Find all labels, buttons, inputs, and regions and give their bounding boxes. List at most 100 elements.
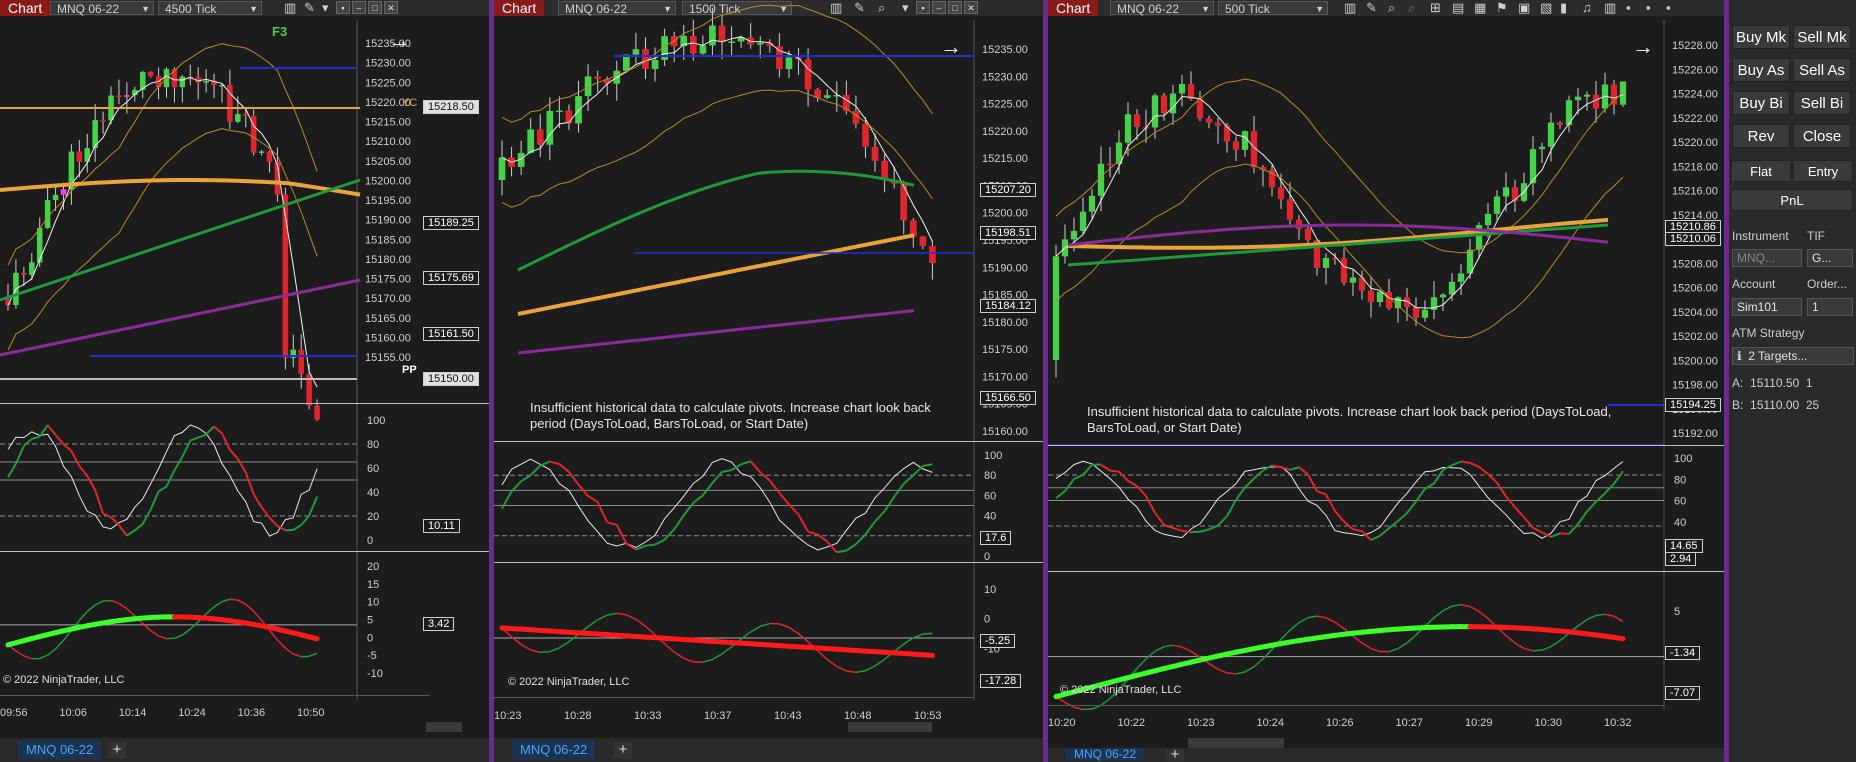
add-tab-button[interactable]: + <box>1166 747 1184 762</box>
instrument-tab[interactable]: MNQ 06-22 <box>512 740 596 760</box>
zoom-in-icon[interactable]: ⌕ <box>1388 0 1396 15</box>
instrument-selector[interactable]: MNQ 06-22 ▼ <box>50 1 154 16</box>
close-position-button[interactable]: Close <box>1793 124 1851 148</box>
panel-divider[interactable] <box>1048 571 1724 572</box>
atm-strategy-value: 2 Targets... <box>1748 349 1808 363</box>
pnl-display[interactable]: PnL <box>1731 189 1853 211</box>
order-qty-stepper[interactable]: 1 <box>1807 298 1853 316</box>
momentum-raw-segment <box>1550 639 1561 648</box>
buy-bid-button[interactable]: Buy Bi <box>1732 91 1790 115</box>
bar-type-icon[interactable]: ▥ <box>284 0 297 15</box>
window-share-button[interactable]: ▪ <box>336 1 350 14</box>
sell-market-button[interactable]: Sell Mk <box>1793 25 1851 49</box>
instrument-selector[interactable]: MNQ 06-22 ▼ <box>558 1 676 16</box>
buy-market-button[interactable]: Buy Mk <box>1732 25 1790 49</box>
stoch-d-segment <box>731 463 742 472</box>
minimize-button[interactable]: – <box>352 1 366 14</box>
sell-ask-button[interactable]: Sell As <box>1793 58 1851 82</box>
candle-body <box>68 151 75 190</box>
maximize-button[interactable]: □ <box>368 1 382 14</box>
more-options-icon[interactable]: ▪ <box>1626 0 1631 15</box>
time-tick-label: 10:50 <box>297 707 325 719</box>
time-tick-label: 10:14 <box>119 707 147 719</box>
stoch-d-segment <box>221 432 231 451</box>
bar-type-icon[interactable]: ▥ <box>1604 0 1617 15</box>
price-tick-label: 15222.00 <box>1672 113 1718 125</box>
sell-bid-button[interactable]: Sell Bi <box>1793 91 1851 115</box>
bar-type-icon[interactable]: ▥ <box>1344 0 1357 15</box>
scroll-right-icon[interactable]: → <box>1632 34 1654 59</box>
stoch-d-segment <box>1496 482 1507 497</box>
add-tab-button[interactable]: + <box>614 742 632 758</box>
atm-strategy-select[interactable]: ℹ 2 Targets... <box>1732 347 1854 365</box>
momentum-raw-segment <box>1388 647 1399 653</box>
scroll-right-icon[interactable]: → <box>388 28 410 53</box>
instrument-select[interactable]: MNQ... <box>1732 249 1802 267</box>
data-box-icon[interactable]: ▤ <box>1452 0 1465 15</box>
close-button[interactable]: ✕ <box>384 1 398 14</box>
drawing-tool-icon[interactable]: ✎ <box>1366 0 1377 15</box>
minimize-button[interactable]: – <box>932 1 946 14</box>
chart-menu-button[interactable]: Chart <box>0 0 51 16</box>
panel-divider[interactable] <box>494 441 1043 442</box>
account-select[interactable]: Sim101 <box>1732 298 1802 316</box>
interval-selector[interactable]: 4500 Tick ▼ <box>158 1 262 16</box>
drawing-tool-icon[interactable]: ✎ <box>304 0 315 15</box>
panel-divider[interactable] <box>1048 445 1724 446</box>
momentum-raw-segment <box>1154 646 1165 652</box>
interval-selector[interactable]: 500 Tick ▼ <box>1218 1 1328 16</box>
chart-canvas[interactable]: 15228.00 15226.00 15224.00 15222.00 15220.00… <box>1048 0 1724 762</box>
indicators-icon[interactable]: ▦ <box>1474 0 1487 15</box>
strategies-icon[interactable]: ⚑ <box>1496 0 1508 15</box>
horizontal-scrollbar[interactable] <box>426 722 462 732</box>
horizontal-scrollbar[interactable] <box>848 722 932 732</box>
zoom-out-icon[interactable]: ⌕ <box>1408 0 1416 15</box>
chart-trader-icon[interactable]: ▮ <box>1560 0 1568 15</box>
grid-icon[interactable]: ⊞ <box>1430 0 1441 15</box>
account-select-value: Sim101 <box>1737 300 1778 314</box>
window-share-button[interactable]: ▪ <box>916 1 930 14</box>
chevron-down-icon: ▼ <box>663 4 672 14</box>
scroll-right-icon[interactable]: → <box>940 34 962 59</box>
momentum-raw-segment <box>62 629 72 641</box>
interval-selector[interactable]: 1500 Tick ▼ <box>682 1 792 16</box>
crosshair-dropdown-icon[interactable]: ▾ <box>322 0 329 15</box>
stoch-d-segment <box>308 496 318 517</box>
panel-divider[interactable] <box>0 551 489 552</box>
settings-icon[interactable]: ▪ <box>1666 0 1671 15</box>
add-tab-button[interactable]: + <box>108 742 126 758</box>
templates-icon[interactable]: ▧ <box>1540 0 1553 15</box>
share-icon[interactable]: ▪ <box>1646 0 1651 15</box>
tif-select[interactable]: G... <box>1807 249 1853 267</box>
reverse-button[interactable]: Rev <box>1732 124 1790 148</box>
panel-divider[interactable] <box>0 403 489 404</box>
instrument-selector[interactable]: MNQ 06-22 ▼ <box>1110 1 1214 16</box>
maximize-button[interactable]: □ <box>948 1 962 14</box>
stoch-d-segment <box>1343 520 1354 531</box>
instrument-tab[interactable]: MNQ 06-22 <box>1066 748 1145 760</box>
panel-divider[interactable] <box>494 562 1043 563</box>
entry-button[interactable]: Entry <box>1793 160 1853 182</box>
chart-canvas[interactable]: 15235.00 15230.00 15225.00 15220.00 15215.00… <box>494 0 1043 762</box>
stoch-d-segment <box>1352 528 1363 533</box>
time-tick-label: 10:20 <box>1048 717 1076 729</box>
tab-bar: MNQ 06-22 + <box>0 738 489 762</box>
buy-ask-button[interactable]: Buy As <box>1732 58 1790 82</box>
candle-body <box>1340 258 1348 283</box>
bar-type-icon[interactable]: ▥ <box>830 0 843 15</box>
chart-menu-button[interactable]: Chart <box>494 0 545 16</box>
momentum-raw-segment <box>702 658 713 663</box>
horizontal-scrollbar[interactable] <box>1188 738 1284 748</box>
close-button[interactable]: ✕ <box>964 1 978 14</box>
chart-canvas[interactable]: 15235.00 15230.00 15225.00 15220.00 15215.00… <box>0 0 489 762</box>
momentum-raw-segment <box>1172 644 1183 648</box>
sound-icon[interactable]: ♫ <box>1582 0 1592 15</box>
momentum-raw-segment <box>903 637 914 645</box>
instrument-tab[interactable]: MNQ 06-22 <box>18 740 102 760</box>
crosshair-dropdown-icon[interactable]: ▾ <box>902 0 909 15</box>
drawing-tool-icon[interactable]: ✎ <box>854 0 865 15</box>
properties-icon[interactable]: ▣ <box>1518 0 1531 15</box>
chart-menu-button[interactable]: Chart <box>1048 0 1099 16</box>
zoom-icon[interactable]: ⌕ <box>878 0 886 15</box>
flat-button[interactable]: Flat <box>1731 160 1791 182</box>
